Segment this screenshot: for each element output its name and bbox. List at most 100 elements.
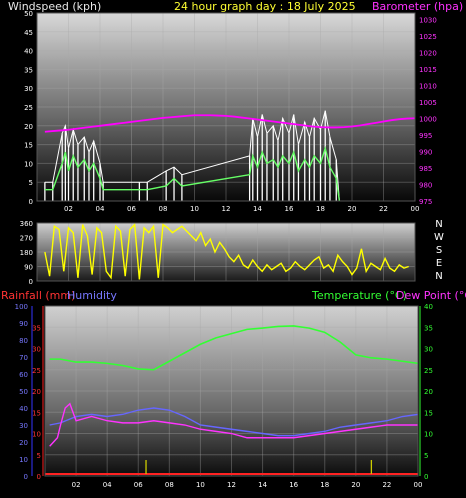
temperature-tick-label: 5	[424, 452, 428, 460]
barometer-tick-label: 995	[419, 132, 432, 140]
temperature-series	[45, 325, 419, 475]
compass-letter-n: N	[435, 271, 442, 282]
windspeed-tick-label: 50	[24, 10, 33, 18]
hour-tick-label: 08	[159, 205, 168, 213]
windspeed-tick-label: 40	[24, 48, 33, 56]
hour-tick-label: 04	[103, 481, 112, 489]
temperature-axis-title: Temperature (°C)	[311, 289, 407, 302]
humidity-axis-title: Humidity	[67, 289, 117, 302]
temperature-x-axis: 02 04 06 08 10 12 14 16 18 20 22 00	[72, 481, 423, 489]
windspeed-tick-label: 10	[24, 160, 33, 168]
temperature-line	[49, 325, 419, 371]
graph-date-title: 24 hour graph day : 18 July 2025	[174, 0, 356, 13]
compass-letter-e: E	[436, 258, 442, 269]
humidity-tick-label: 20	[19, 439, 28, 447]
wind-average-line	[44, 145, 341, 202]
barometer-tick-label: 980	[419, 182, 432, 190]
hour-tick-label: 14	[258, 481, 267, 489]
windspeed-tick-label: 20	[24, 123, 33, 131]
temperature-tick-label: 30	[424, 346, 433, 354]
hour-tick-label: 18	[320, 481, 329, 489]
windspeed-tick-label: 5	[29, 179, 33, 187]
direction-tick-label: 90	[24, 264, 33, 272]
humidity-tick-label: 30	[19, 422, 28, 430]
rainfall-tick-label: 15	[32, 409, 41, 417]
barometer-tick-label: 985	[419, 165, 432, 173]
barometer-y-axis: 975 980 985 990 995 1000 1005 1010 1015 1020 1025 1…	[419, 17, 437, 206]
windspeed-tick-label: 30	[24, 85, 33, 93]
hour-tick-label: 18	[316, 205, 325, 213]
temperature-y-axis: 0 5 10 15 20 25 30 35 40	[424, 303, 433, 481]
hour-tick-label: 14	[253, 205, 262, 213]
hour-tick-label: 02	[64, 205, 73, 213]
dewpoint-axis-title: Dew Point (°C)	[396, 289, 466, 302]
hour-tick-label: 06	[134, 481, 143, 489]
direction-y-axis: 0 90 180 270 360	[20, 220, 33, 286]
barometer-axis-title: Barometer (hpa)	[372, 0, 463, 13]
compass-letter-w: W	[434, 232, 444, 243]
humidity-tick-label: 40	[19, 405, 28, 413]
rainfall-axis-title: Rainfall (mm)	[1, 289, 75, 302]
direction-tick-label: 180	[20, 249, 33, 257]
compass-letter-n: N	[435, 219, 442, 230]
temperature-tick-label: 25	[424, 367, 433, 375]
hour-tick-label: 06	[127, 205, 136, 213]
direction-tick-label: 0	[29, 278, 33, 286]
rainfall-tick-label: 30	[32, 346, 41, 354]
wind-direction-line	[44, 223, 409, 280]
temperature-tick-label: 40	[424, 303, 433, 311]
windspeed-tick-label: 35	[24, 66, 33, 74]
barometer-tick-label: 1005	[419, 99, 437, 107]
barometer-tick-label: 1030	[419, 17, 437, 25]
direction-series	[44, 223, 409, 280]
humidity-tick-label: 70	[19, 354, 28, 362]
rainfall-tick-label: 5	[37, 452, 41, 460]
hour-tick-label: 00	[411, 205, 420, 213]
wind-series	[44, 110, 416, 202]
temperature-tick-label: 10	[424, 431, 433, 439]
direction-tick-label: 270	[20, 235, 33, 243]
humidity-tick-label: 10	[19, 456, 28, 464]
temperature-gridlines	[45, 305, 419, 477]
hour-tick-label: 12	[222, 205, 231, 213]
windspeed-tick-label: 15	[24, 142, 33, 150]
temperature-tick-label: 20	[424, 388, 433, 396]
rainfall-tick-label: 20	[32, 388, 41, 396]
rainfall-tick-label: 0	[37, 473, 41, 481]
barometer-tick-label: 990	[419, 149, 432, 157]
humidity-tick-label: 90	[19, 320, 28, 328]
hour-tick-label: 04	[96, 205, 105, 213]
wind-max-line	[44, 110, 340, 202]
windspeed-tick-label: 25	[24, 104, 33, 112]
hour-tick-label: 08	[165, 481, 174, 489]
humidity-line	[49, 407, 419, 437]
dewpoint-line	[49, 402, 418, 447]
compass-letter-s: S	[436, 245, 442, 256]
windspeed-tick-label: 45	[24, 29, 33, 37]
hour-tick-label: 22	[382, 481, 391, 489]
barometer-tick-label: 975	[419, 198, 432, 206]
windspeed-axis-title: Windspeed (kph)	[8, 0, 101, 13]
hour-tick-label: 12	[227, 481, 236, 489]
windspeed-tick-label: 0	[29, 198, 33, 206]
hour-tick-label: 20	[348, 205, 357, 213]
humidity-y-axis: 0 10 20 30 40 50 60 70 80 90 100	[15, 303, 28, 481]
hour-tick-label: 10	[190, 205, 199, 213]
rainfall-tick-label: 35	[32, 324, 41, 332]
windspeed-y-axis: 0 5 10 15 20 25 30 35 40 45 50	[24, 10, 33, 206]
humidity-tick-label: 60	[19, 371, 28, 379]
barometer-tick-label: 1015	[419, 66, 437, 74]
temperature-tick-label: 35	[424, 324, 433, 332]
wind-x-axis: 02 04 06 08 10 12 14 16 18 20 22 00	[64, 205, 419, 213]
hour-tick-label: 02	[72, 481, 81, 489]
hour-tick-label: 00	[414, 481, 423, 489]
humidity-tick-label: 80	[19, 337, 28, 345]
rainfall-y-axis: 0 5 10 15 20 25 30 35	[32, 324, 41, 481]
barometer-tick-label: 1025	[419, 33, 437, 41]
hour-tick-label: 10	[196, 481, 205, 489]
humidity-tick-label: 50	[19, 388, 28, 396]
barometer-line	[44, 114, 416, 133]
direction-tick-label: 360	[20, 220, 33, 228]
